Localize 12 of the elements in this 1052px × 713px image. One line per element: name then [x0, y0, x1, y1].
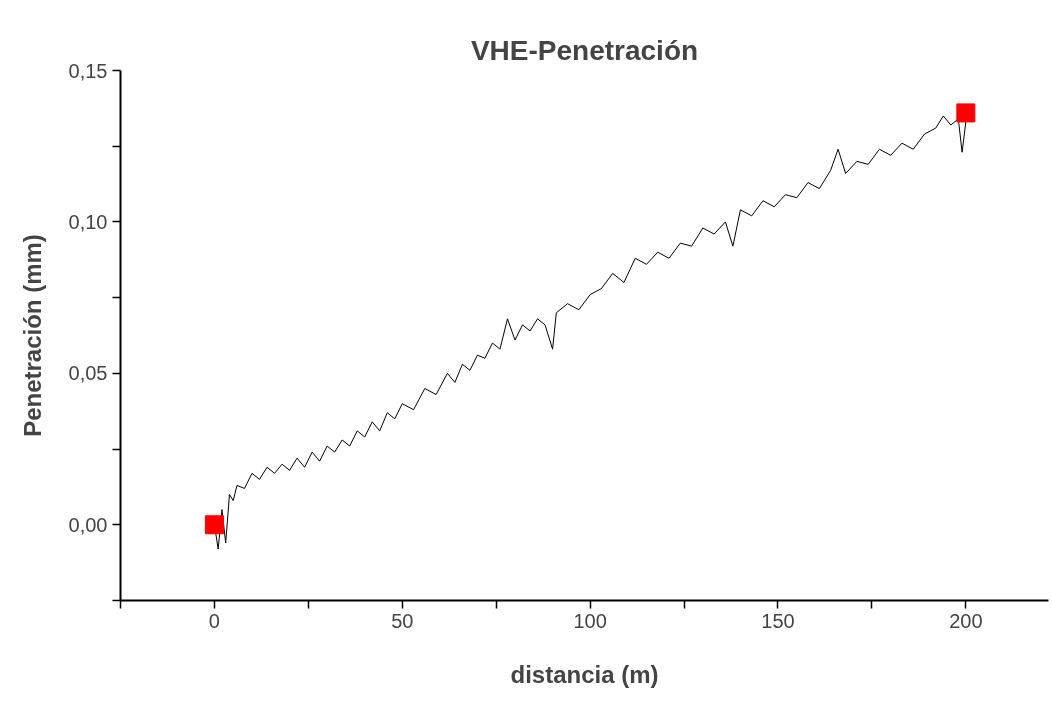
- x-tick-label: 50: [391, 609, 414, 632]
- x-axis-title: distancia (m): [510, 660, 659, 688]
- y-tick-label: 0,05: [68, 362, 108, 385]
- x-tick-label: 150: [761, 609, 795, 632]
- chart-title: VHE-Penetración: [470, 34, 699, 66]
- x-tick-label: 200: [949, 609, 983, 632]
- y-tick-label: 0,15: [68, 59, 108, 82]
- y-axis-title: Penetración (mm): [18, 234, 46, 437]
- y-tick-label: 0,00: [68, 513, 108, 536]
- x-tick-label: 0: [208, 609, 220, 632]
- y-tick-label: 0,10: [68, 210, 108, 233]
- x-tick-label: 100: [573, 609, 607, 632]
